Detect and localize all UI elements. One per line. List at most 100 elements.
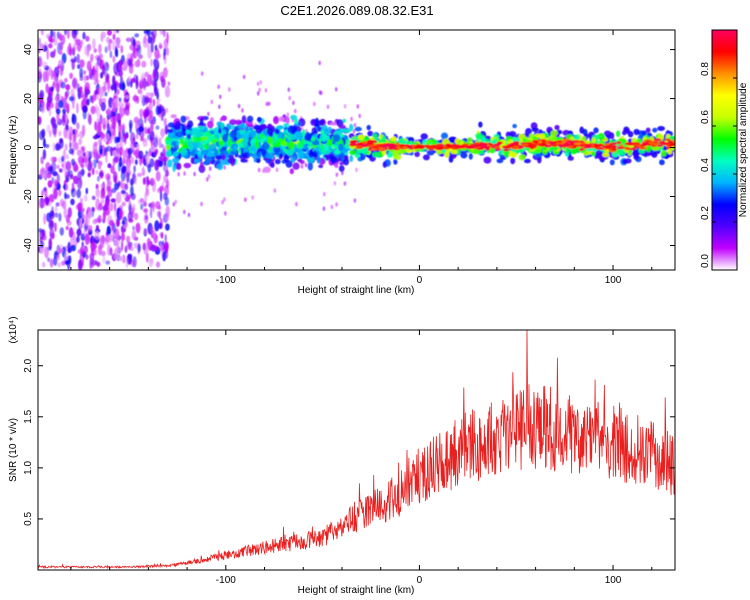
spectrogram-blob (250, 138, 256, 146)
spectrogram-blob (323, 147, 331, 155)
spectrogram-blob (79, 67, 84, 79)
spectrogram-blob (91, 75, 95, 81)
spectrogram-blob (105, 75, 109, 84)
spectrogram-blob (353, 123, 357, 128)
spectrogram-blob (352, 129, 356, 134)
spectrogram-blob (119, 209, 123, 220)
spectrogram-blob (105, 133, 110, 140)
spectrogram-blob (98, 138, 102, 146)
spectrogram-blob (80, 163, 85, 169)
spectrogram-blob (61, 96, 64, 102)
spectrogram-blob (204, 156, 213, 163)
spectrogram-blob (261, 142, 270, 151)
spectrogram-blob (53, 73, 57, 85)
spectrogram-blob (84, 233, 90, 245)
spectrogram-blob (130, 140, 136, 151)
spectrogram-blob (99, 59, 102, 70)
spectrogram-blob (222, 133, 229, 142)
spectrogram-blob (180, 148, 188, 157)
spectrogram-blob (391, 150, 398, 158)
spectrogram-blob (93, 80, 97, 86)
spectrogram-blob (138, 118, 144, 129)
spectrogram-blob (39, 89, 45, 99)
colorbar-tick-label: 0.4 (700, 158, 711, 172)
spectrogram-blob (177, 172, 180, 177)
spectrogram-blob (142, 138, 148, 147)
spectrogram-blob (152, 68, 156, 80)
spectrogram-blob (48, 194, 55, 203)
spectrogram-blob (40, 30, 44, 36)
spectrogram-blob (67, 241, 71, 253)
spectrogram-blob (443, 146, 450, 150)
spectrogram-blob (107, 30, 112, 36)
spectrogram-blob (150, 145, 156, 153)
spectrogram-blob (378, 139, 387, 144)
spectrogram-blob (343, 104, 347, 109)
spectrogram-blob (58, 168, 63, 173)
spectrogram-blob (396, 147, 402, 150)
spectrogram-blob (38, 70, 41, 78)
spectrogram-blob (307, 155, 315, 164)
colorbar-tick-label: 0.8 (700, 62, 711, 76)
spectrogram-blob (158, 137, 162, 149)
spectrogram-blob (503, 145, 512, 149)
spectrogram-blob (101, 64, 106, 75)
spectrogram-blob (133, 74, 138, 84)
spectrogram-blob (439, 146, 445, 150)
spectrogram-blob (639, 146, 645, 150)
spectrogram-blob (48, 66, 52, 77)
spectrogram-blob (218, 104, 221, 110)
spectrogram-blob (92, 38, 96, 49)
spectrogram-blob (107, 163, 112, 169)
spectrogram-blob (87, 172, 91, 178)
spectrogram-blob (120, 45, 124, 54)
spectrogram-blob (617, 146, 623, 150)
spectrogram-blob (62, 108, 67, 114)
spectrogram-blob (307, 162, 313, 171)
spectrogram-blob (229, 132, 235, 138)
spectrogram-blob (112, 222, 116, 234)
spectrogram-blob (338, 124, 346, 129)
spectrogram-blob (207, 120, 214, 129)
spectrogram-blob (135, 51, 138, 59)
spectrogram-blob (139, 198, 145, 203)
spectrogram-blob (135, 222, 141, 234)
spectrogram-blob (95, 104, 98, 114)
spectrogram-blob (127, 211, 133, 222)
spectrogram-blob (47, 169, 51, 175)
spectrogram-blob (131, 173, 135, 180)
spectrogram-blob (143, 228, 149, 235)
spectrogram-ytick-label: -40 (23, 238, 34, 253)
spectrogram-blob (154, 44, 158, 51)
colorbar-ticks: 0.0 0.2 0.4 0.6 0.8 (700, 62, 737, 271)
spectrogram-blob (41, 128, 46, 139)
spectrogram-blob (90, 56, 93, 63)
spectrogram-blob (72, 47, 75, 56)
spectrogram-blob (210, 99, 214, 105)
spectrogram-blob (111, 122, 116, 130)
spectrogram-blob (193, 171, 196, 177)
spectrogram-blob (657, 126, 665, 131)
spectrogram-blob (85, 187, 89, 195)
spectrogram-blob (503, 148, 510, 152)
spectrogram-blob (110, 146, 114, 157)
spectrogram-blob (557, 140, 563, 143)
spectrogram-blob (214, 149, 219, 157)
spectrogram-blob (206, 150, 215, 158)
spectrogram-blob (165, 169, 169, 176)
spectrogram-blob (167, 81, 171, 86)
spectrogram-blob (65, 183, 69, 191)
spectrogram-blob (77, 171, 82, 181)
spectrogram-blob (478, 121, 483, 128)
spectrogram-blob (158, 205, 162, 211)
spectrogram-blob (165, 205, 170, 218)
spectrogram-blob (315, 147, 323, 152)
spectrogram-blob (534, 149, 542, 154)
spectrogram-blob (130, 36, 135, 46)
spectrogram-blob (143, 212, 149, 224)
spectrogram-blob (95, 170, 99, 175)
spectrogram-blob (39, 168, 44, 177)
spectrogram-blob (83, 152, 86, 157)
spectrogram-blob (115, 44, 121, 49)
spectrogram-blob (591, 137, 596, 143)
